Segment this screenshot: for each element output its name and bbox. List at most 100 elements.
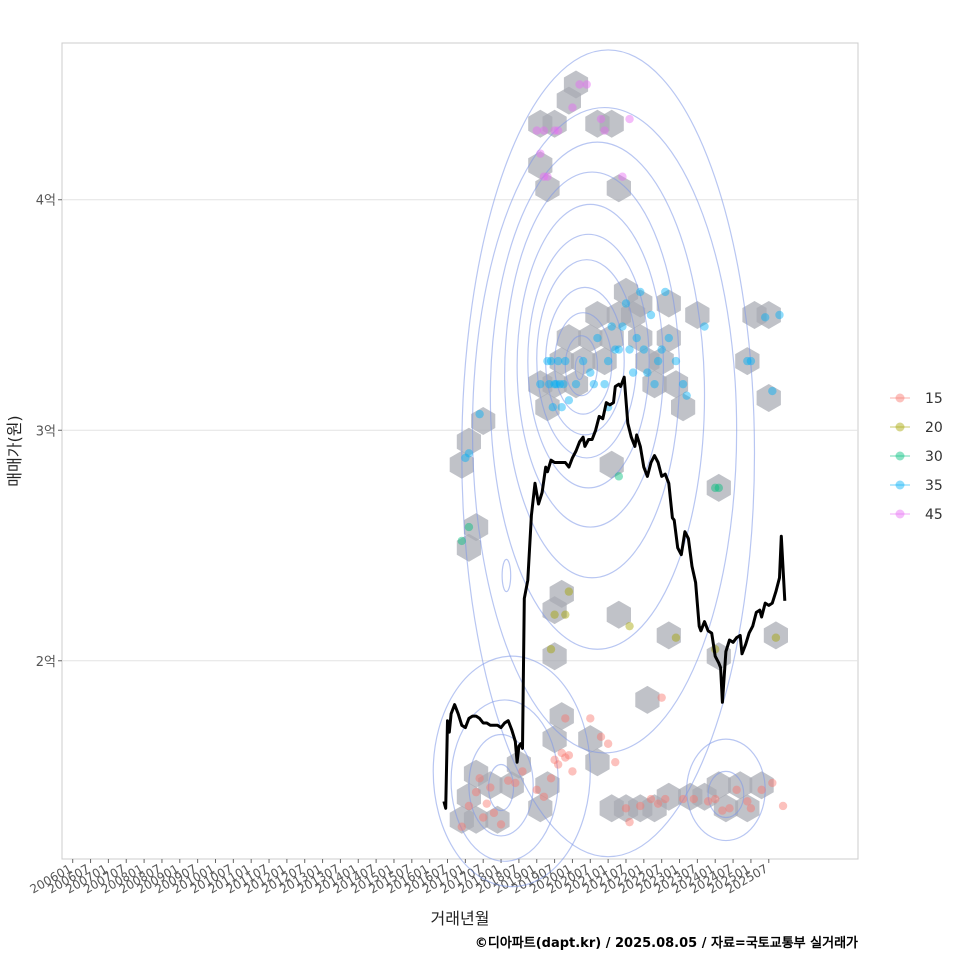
point-15 (621, 804, 631, 813)
legend-label-20: 20 (925, 420, 943, 436)
hexbin (606, 174, 631, 203)
point-35 (545, 379, 554, 389)
hexbin (456, 427, 481, 456)
density-contour (545, 286, 625, 436)
point-30 (714, 483, 723, 493)
density-contour (686, 738, 766, 842)
point-15 (568, 767, 577, 776)
point-15 (603, 739, 613, 748)
point-20 (671, 633, 681, 642)
hexbin (506, 750, 531, 779)
hexbin (749, 771, 774, 800)
point-15 (550, 755, 559, 765)
point-15 (471, 787, 481, 797)
point-15 (646, 794, 656, 804)
legend: 15 20 30 35 45 (890, 391, 943, 523)
legend-key-15 (895, 393, 905, 403)
point-15 (768, 778, 777, 788)
point-15 (553, 760, 563, 769)
density-contour (501, 558, 512, 593)
point-35 (553, 356, 563, 366)
hexbin (713, 794, 739, 823)
point-35 (593, 333, 602, 343)
hexbin (606, 600, 631, 629)
hexbin (556, 324, 581, 353)
hexbin (628, 289, 653, 318)
point-15 (518, 767, 527, 776)
point-15 (625, 817, 634, 827)
point-35 (700, 322, 709, 331)
hexbin (478, 771, 503, 800)
point-35 (475, 409, 484, 419)
legend-key-35 (895, 480, 905, 490)
caption: ©디아파트(dapt.kr) / 2025.08.05 / 자료=국토교통부 실… (475, 935, 858, 951)
point-15 (475, 774, 484, 783)
legend-label-30: 30 (925, 449, 943, 465)
point-15 (711, 794, 720, 804)
point-15 (489, 808, 499, 818)
point-35 (589, 379, 599, 389)
point-35 (561, 356, 570, 366)
point-15 (678, 794, 688, 804)
point-15 (539, 792, 549, 801)
hexbin (656, 621, 681, 650)
point-35 (536, 379, 545, 389)
hexbin (649, 347, 674, 376)
hexbin (671, 393, 696, 422)
point-15 (636, 801, 645, 811)
hexbin (756, 384, 781, 412)
point-35 (600, 379, 609, 389)
y-tick-label: 3억 (36, 424, 56, 439)
point-45 (539, 172, 549, 181)
point-15 (725, 804, 734, 813)
point-15 (611, 757, 620, 767)
point-15 (778, 801, 788, 811)
point-15 (746, 804, 756, 813)
point-35 (775, 310, 784, 320)
point-15 (657, 693, 666, 702)
hexbin (563, 70, 589, 99)
density-contour (707, 770, 745, 819)
hexbin (535, 174, 560, 203)
density-contour (553, 312, 613, 415)
point-15 (661, 794, 670, 804)
hexbin (735, 794, 760, 823)
point-35 (746, 356, 756, 366)
point-30 (464, 522, 474, 532)
point-15 (718, 806, 727, 815)
point-15 (653, 799, 663, 808)
legend-label-15: 15 (925, 391, 943, 407)
point-35 (618, 322, 627, 331)
hexbin (578, 324, 603, 353)
hexbin (456, 782, 481, 811)
legend-key-20 (895, 422, 905, 432)
hexbin (549, 347, 574, 376)
point-35 (461, 453, 470, 463)
hexbin (499, 771, 524, 800)
density-contour (489, 141, 706, 650)
point-30 (614, 472, 624, 481)
point-35 (564, 396, 574, 405)
legend-label-35: 35 (925, 478, 943, 494)
density-contour (516, 203, 665, 528)
point-35 (743, 356, 752, 366)
point-35 (628, 368, 638, 377)
point-45 (532, 126, 541, 135)
point-35 (768, 386, 777, 396)
point-15 (757, 785, 766, 795)
point-35 (548, 403, 558, 412)
hexbin (485, 805, 510, 834)
hexbin (756, 301, 781, 329)
point-15 (546, 774, 556, 783)
point-15 (557, 748, 566, 758)
density-contour (471, 106, 738, 754)
point-35 (653, 356, 663, 366)
point-35 (603, 356, 613, 366)
point-35 (571, 379, 581, 389)
point-35 (678, 379, 688, 389)
density-contour (468, 733, 534, 837)
point-35 (671, 356, 681, 366)
hexbin (463, 513, 489, 542)
point-35 (657, 345, 666, 354)
median-price-line (442, 375, 787, 810)
